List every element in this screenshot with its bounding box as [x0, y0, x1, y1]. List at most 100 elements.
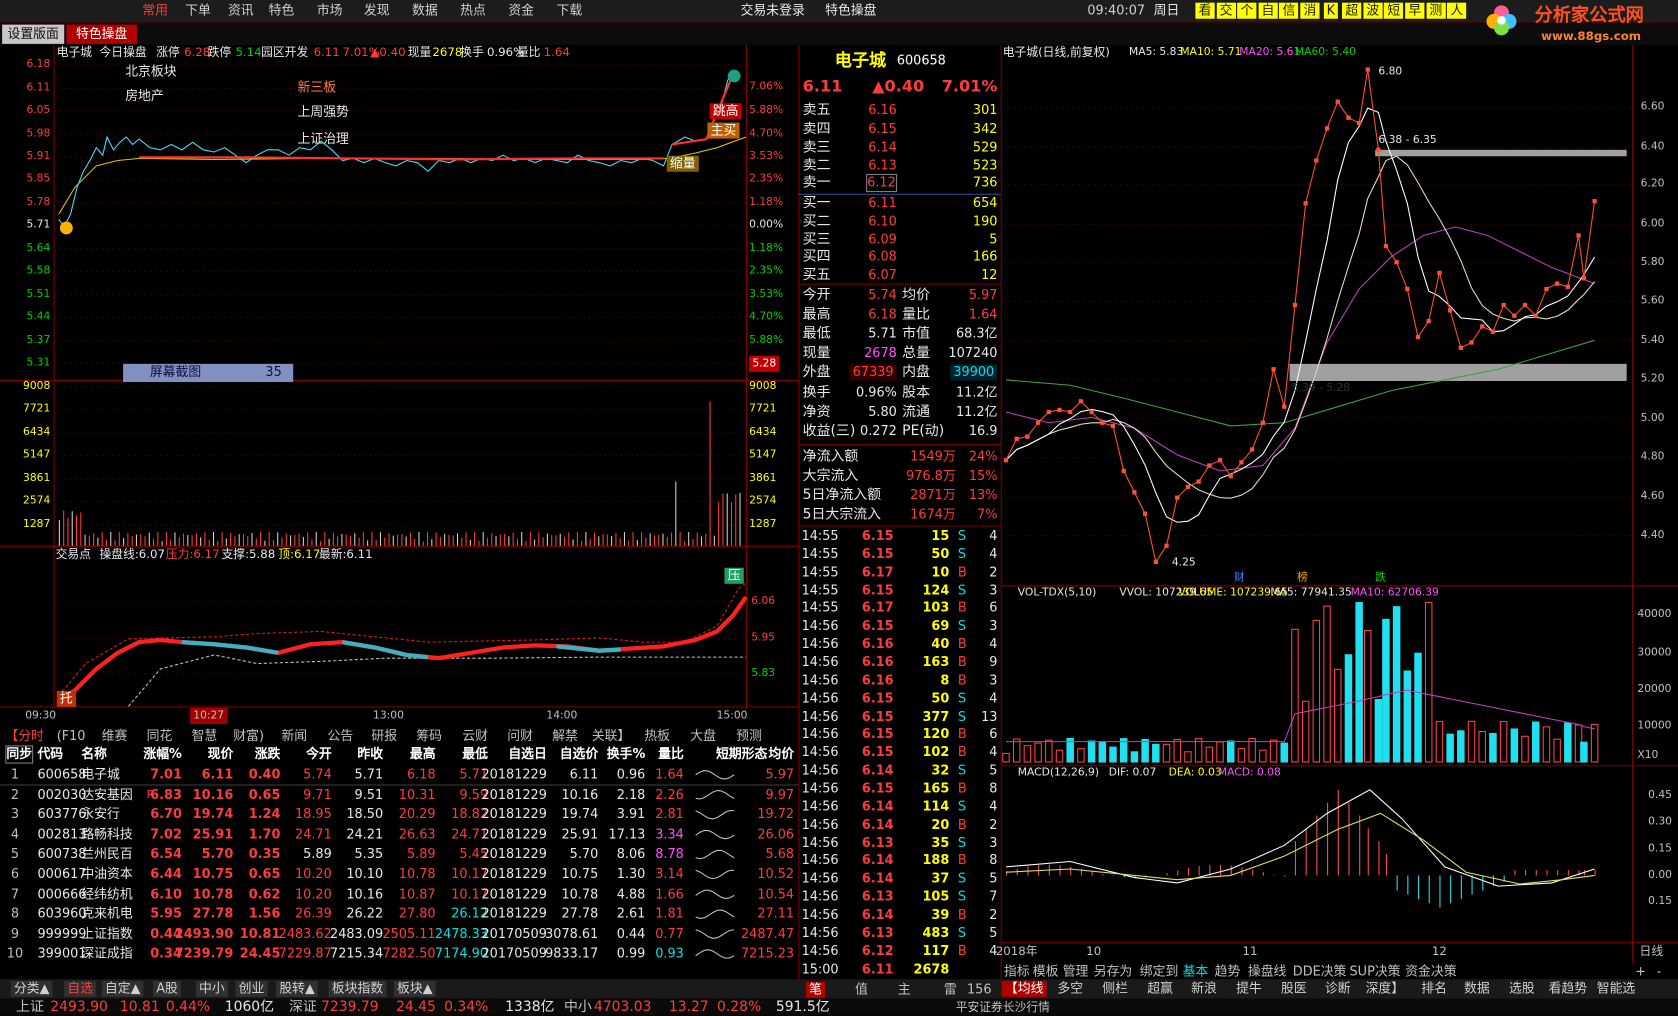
table-cell: 10.31	[398, 786, 436, 802]
info-tab[interactable]: 研报	[371, 728, 398, 744]
tick-tab[interactable]: 主	[897, 981, 911, 997]
tool-button[interactable]: 绑定到	[1139, 963, 1179, 979]
tick-tab[interactable]: 值	[855, 981, 868, 997]
feature-tab[interactable]: 深度】	[1365, 980, 1405, 996]
info-tab[interactable]: 维赛	[101, 728, 128, 744]
feature-tab[interactable]: 诊断	[1324, 980, 1351, 996]
feature-tab[interactable]: 多空	[1057, 980, 1084, 996]
info-tab[interactable]: 【分时	[5, 728, 44, 744]
close-point	[1357, 120, 1362, 126]
info-tab[interactable]: 财富)	[233, 728, 265, 744]
trade-tick: 15:00	[801, 961, 839, 977]
info-tab[interactable]: 解禁	[552, 728, 578, 744]
tool-button[interactable]: -	[1656, 963, 1662, 979]
market-tab[interactable]: 分类▲	[10, 980, 53, 997]
tick-tab[interactable]: 雷	[943, 981, 957, 997]
market-tab[interactable]: 自定▲	[101, 980, 144, 997]
tool-button[interactable]: 基本	[1182, 963, 1209, 979]
trade-tick: B	[957, 943, 967, 959]
info-tab[interactable]: 新闻	[281, 728, 308, 744]
volume-bar	[1077, 748, 1085, 763]
menu-item[interactable]: 下载	[556, 2, 583, 18]
stat-value: 6.18	[868, 306, 897, 322]
tab[interactable]: 设置版面	[7, 26, 59, 42]
info-tab[interactable]: 预测	[736, 728, 762, 744]
trade-tick: B	[957, 654, 967, 670]
feature-tab[interactable]: 股医	[1281, 980, 1307, 996]
tool-button[interactable]: 指标	[1003, 963, 1030, 979]
feature-tab[interactable]: 选股	[1508, 980, 1535, 996]
info-tab[interactable]: (F10	[56, 728, 86, 744]
feature-tab[interactable]: 侧栏	[1102, 980, 1129, 996]
table-cell: 26.12	[451, 906, 489, 922]
table-cell: 10.16	[561, 786, 599, 802]
info-tab[interactable]: 大盘	[690, 728, 716, 744]
feature-tab[interactable]: 【均线	[1001, 980, 1047, 997]
info-tab[interactable]: 筹码	[416, 728, 443, 744]
info-tab[interactable]: 公告	[327, 728, 354, 744]
book-volume: 342	[972, 121, 998, 137]
tool-button[interactable]: 模板	[1032, 963, 1059, 979]
feature-tab[interactable]: 超赢	[1147, 980, 1173, 996]
tab-bar	[0, 22, 1678, 45]
tool-button[interactable]: DDE决策	[1292, 963, 1347, 979]
quick-button[interactable]: K	[1323, 2, 1339, 19]
quick-button[interactable]: 消	[1300, 2, 1320, 19]
menu-item[interactable]: 交易未登录	[740, 2, 805, 18]
quick-button[interactable]: 交	[1216, 2, 1236, 19]
feature-tab[interactable]: 看趋势	[1548, 980, 1588, 996]
table-cell: 10.16	[346, 886, 384, 902]
quick-button[interactable]: 个	[1237, 2, 1257, 19]
market-tab[interactable]: 创业	[235, 980, 268, 997]
info-tab[interactable]: 同花	[146, 728, 173, 744]
quick-button[interactable]: 波	[1363, 2, 1383, 19]
feature-tab[interactable]: 数据	[1464, 980, 1490, 996]
market-tab[interactable]: 中小	[195, 980, 228, 997]
menu-item[interactable]: 下单	[185, 2, 211, 18]
menu-item[interactable]: 特色操盘	[825, 2, 877, 18]
quick-button[interactable]: 人	[1447, 2, 1467, 19]
info-tab[interactable]: 热板	[644, 728, 670, 744]
market-tab[interactable]: A股	[153, 980, 182, 997]
info-tab[interactable]: 关联】	[591, 728, 631, 744]
menu-item[interactable]: 数据	[412, 2, 438, 18]
table-cell: 18.50	[346, 806, 384, 822]
tool-button[interactable]: 操盘线	[1247, 963, 1287, 979]
tool-button[interactable]: SUP决策	[1349, 963, 1401, 979]
menu-item[interactable]: 资金	[508, 2, 535, 18]
menu-item[interactable]: 市场	[316, 2, 343, 18]
menu-item[interactable]: 发现	[363, 2, 390, 18]
quick-button[interactable]: 自	[1258, 2, 1278, 19]
menu-item[interactable]: 特色	[268, 2, 295, 18]
info-tab[interactable]: 智慧	[191, 728, 218, 744]
trade-tick: 6.15	[861, 618, 894, 634]
market-tab[interactable]: 板块▲	[393, 980, 436, 997]
quick-button[interactable]: 测	[1426, 2, 1446, 19]
menu-item[interactable]: 资讯	[227, 2, 254, 18]
feature-tab[interactable]: 新浪	[1191, 980, 1217, 996]
quick-button[interactable]: 短	[1384, 2, 1404, 19]
tick-tab[interactable]: 笔	[805, 981, 826, 998]
market-tab[interactable]: 股转▲	[276, 980, 319, 997]
quick-button[interactable]: 超	[1342, 2, 1362, 19]
feature-tab[interactable]: 智能选	[1596, 980, 1636, 996]
info-tab[interactable]: 云财	[462, 728, 489, 744]
tool-button[interactable]: 另存为	[1093, 963, 1133, 979]
quick-button[interactable]: 早	[1405, 2, 1425, 19]
market-tab[interactable]: 板块指数	[328, 980, 387, 997]
tab[interactable]: 特色操盘	[75, 26, 128, 42]
tool-button[interactable]: 管理	[1062, 963, 1089, 979]
tick-tab[interactable]: 156	[966, 981, 992, 997]
quick-button[interactable]: 看	[1195, 2, 1215, 19]
feature-tab[interactable]: 提牛	[1236, 980, 1262, 996]
tool-button[interactable]: 资金决策	[1405, 963, 1457, 979]
menu-item[interactable]: 常用	[142, 2, 169, 18]
market-tab[interactable]: 自选	[64, 980, 97, 997]
tool-button[interactable]: +	[1635, 963, 1647, 979]
quick-button[interactable]: 信	[1279, 2, 1299, 19]
info-tab[interactable]: 问财	[507, 728, 533, 744]
feature-tab[interactable]: 排名	[1421, 980, 1447, 996]
menu-item[interactable]: 热点	[460, 2, 486, 18]
tool-button[interactable]: 趋势	[1214, 963, 1241, 979]
volume-bar	[1023, 745, 1032, 763]
